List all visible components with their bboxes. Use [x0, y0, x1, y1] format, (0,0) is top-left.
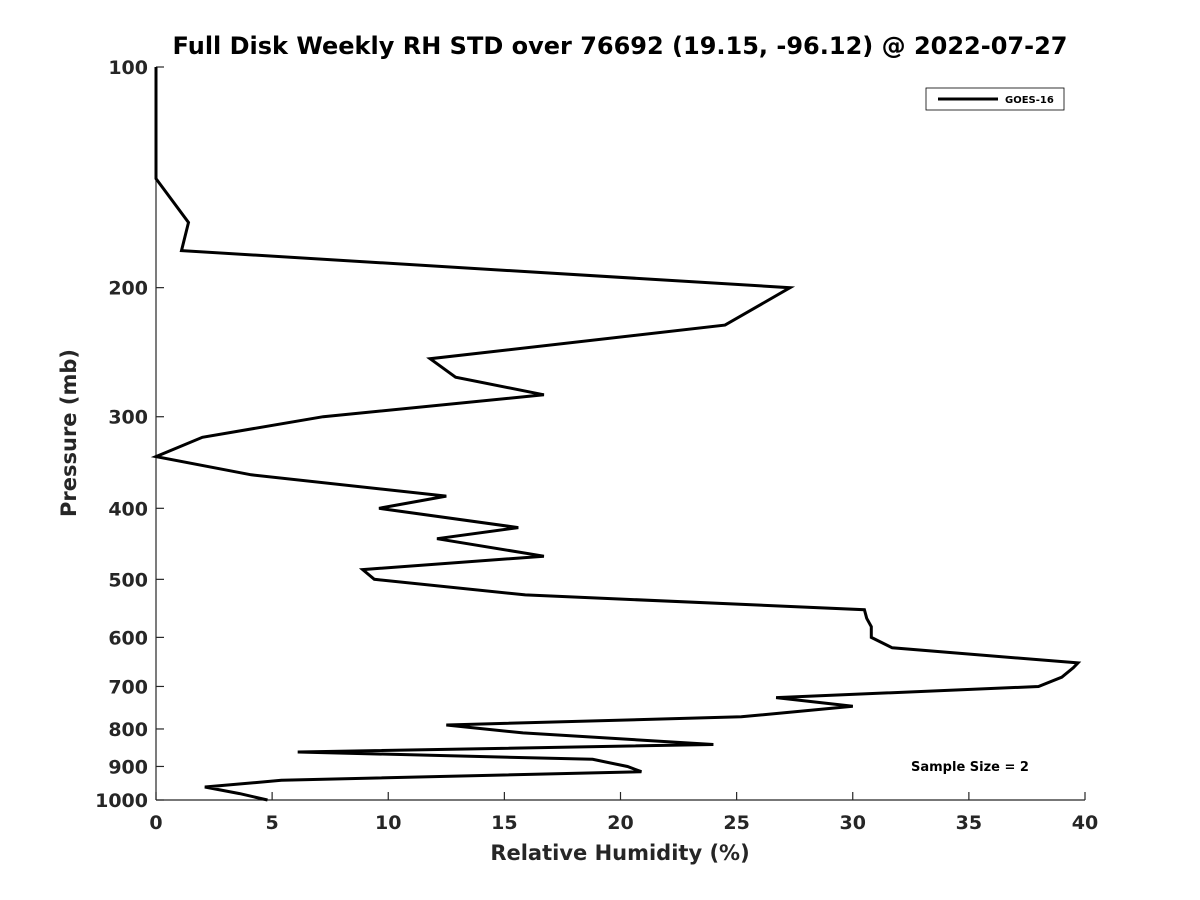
x-tick-label: 40: [1072, 812, 1098, 834]
y-tick-label: 200: [108, 278, 148, 300]
y-tick-label: 400: [108, 498, 148, 520]
chart-title: Full Disk Weekly RH STD over 76692 (19.1…: [173, 32, 1068, 60]
y-tick-label: 800: [108, 719, 148, 741]
x-tick-label: 35: [956, 812, 982, 834]
legend: GOES-16: [925, 87, 1065, 111]
x-axis: 0 5 10 15 20 25 30 35 40: [149, 792, 1098, 834]
y-tick-label: 300: [108, 407, 148, 429]
x-tick-label: 15: [491, 812, 517, 834]
y-tick-label: 600: [108, 627, 148, 649]
x-tick-label: 30: [840, 812, 866, 834]
y-axis-label: Pressure (mb): [57, 349, 81, 517]
y-tick-label: 700: [108, 676, 148, 698]
y-tick-label: 500: [108, 569, 148, 591]
y-axis: 100 200 300 400 500 600 700 800 900 1000: [95, 57, 164, 812]
series-line-goes-16: [150, 67, 1082, 802]
y-tick-label: 1000: [95, 790, 148, 812]
x-tick-label: 10: [375, 812, 401, 834]
x-tick-label: 5: [266, 812, 279, 834]
sample-size-annotation: Sample Size = 2: [911, 760, 1029, 775]
x-axis-label: Relative Humidity (%): [490, 841, 749, 865]
x-tick-label: 25: [723, 812, 749, 834]
legend-label: GOES-16: [1005, 95, 1054, 106]
y-tick-label: 900: [108, 756, 148, 778]
x-tick-label: 0: [149, 812, 162, 834]
x-tick-label: 20: [607, 812, 633, 834]
y-tick-label: 100: [108, 57, 148, 79]
